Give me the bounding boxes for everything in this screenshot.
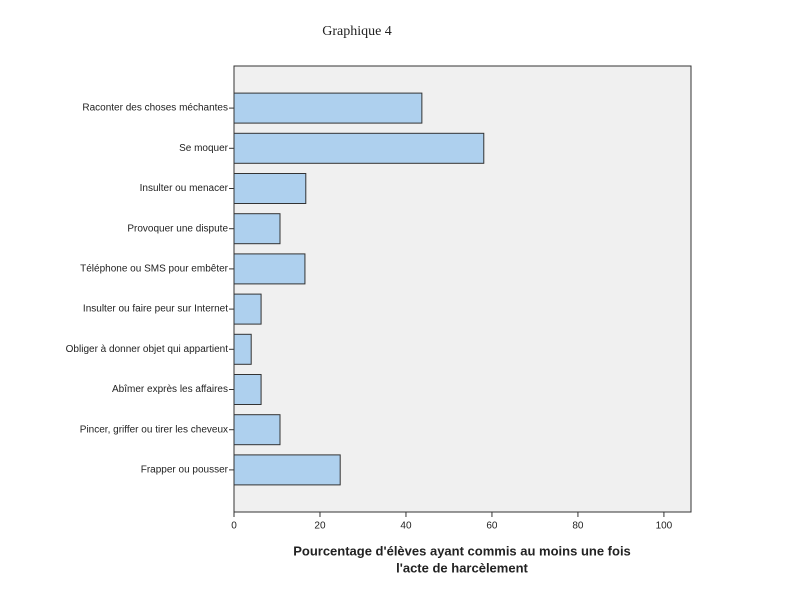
y-tick-label: Pincer, griffer ou tirer les cheveux [80, 424, 228, 435]
bar [233, 92, 423, 124]
bar [233, 414, 281, 446]
y-tick-label: Raconter des choses méchantes [82, 103, 228, 114]
x-tick-label: 0 [231, 521, 237, 532]
y-tick-label: Insulter ou menacer [140, 183, 229, 194]
bar [233, 213, 281, 245]
x-tick-label: 100 [656, 521, 673, 532]
bar [233, 454, 341, 486]
x-tick-label: 80 [572, 521, 584, 532]
y-tick-label: Téléphone ou SMS pour embêter [80, 264, 229, 275]
bar [233, 374, 262, 405]
bar [233, 333, 252, 365]
x-axis-label: Pourcentage d'élèves ayant commis au moi… [293, 543, 631, 558]
y-tick-label: Abîmer exprès les affaires [112, 384, 228, 395]
bar [233, 253, 306, 285]
y-tick-label: Frapper ou pousser [141, 465, 229, 476]
bar [233, 173, 307, 204]
y-tick-label: Provoquer une dispute [127, 223, 228, 234]
y-tick-label: Se moquer [179, 143, 229, 154]
x-tick-label: 60 [486, 521, 498, 532]
x-tick-label: 20 [314, 521, 326, 532]
bar [233, 132, 485, 164]
y-tick-label: Obliger à donner objet qui appartient [66, 344, 229, 355]
x-axis-label: l'acte de harcèlement [396, 560, 528, 575]
chart-title: Graphique 4 [322, 24, 392, 39]
bar [233, 293, 262, 325]
x-tick-label: 40 [400, 521, 412, 532]
y-tick-label: Insulter ou faire peur sur Internet [83, 304, 228, 315]
